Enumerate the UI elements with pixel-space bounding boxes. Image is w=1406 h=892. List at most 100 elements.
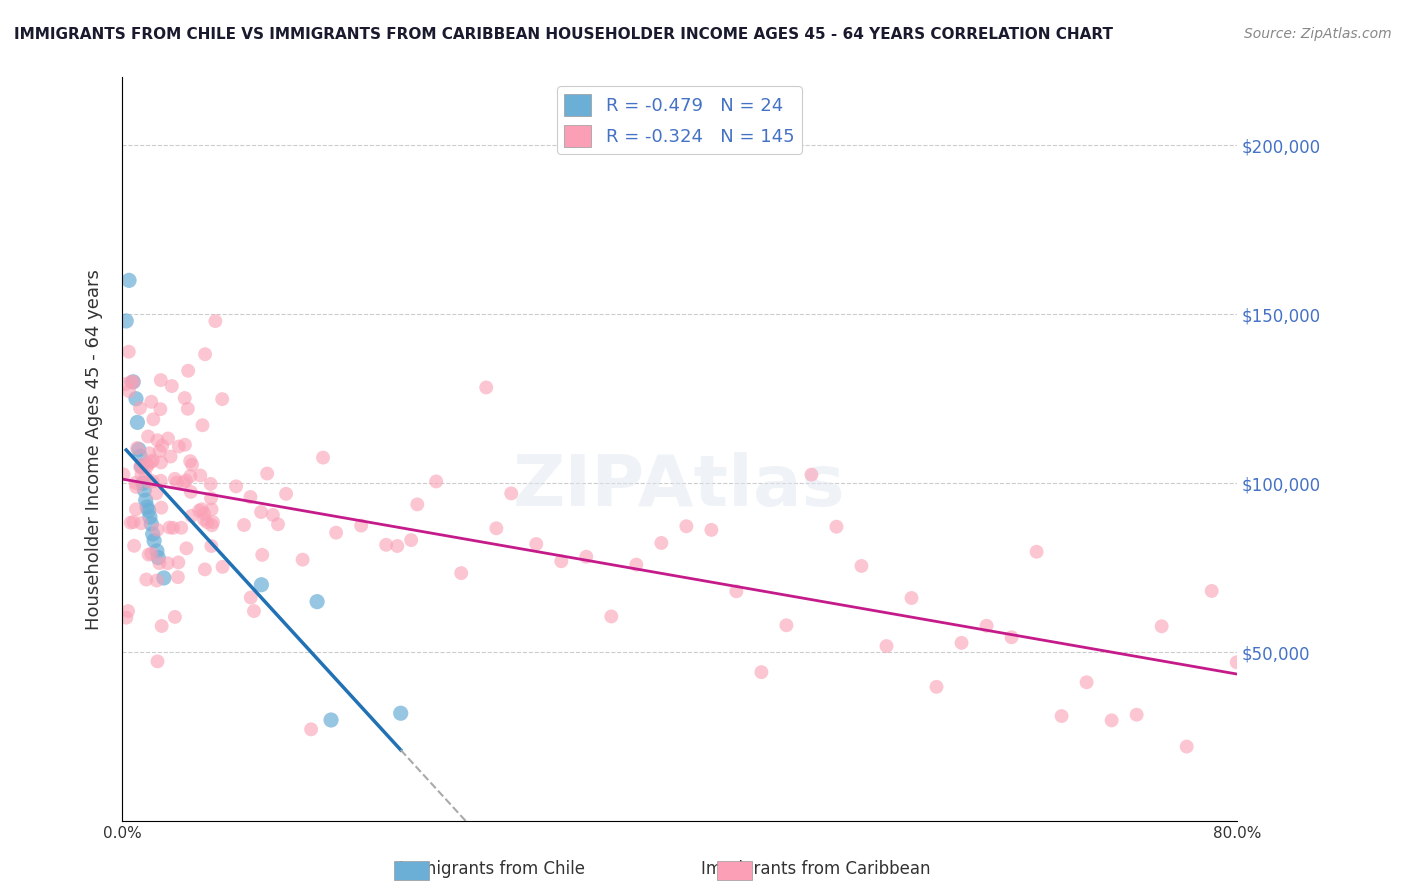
Point: [115, 610, 138, 624]
Point: [162, 521, 184, 535]
Point: [125, 392, 148, 406]
Point: [211, 560, 233, 574]
Point: [172, 475, 194, 490]
Point: [485, 521, 508, 535]
Point: [117, 604, 139, 618]
Point: [136, 458, 159, 472]
Point: [163, 472, 186, 486]
Point: [475, 380, 498, 394]
Point: [156, 556, 179, 570]
Point: [127, 441, 149, 455]
Point: [1076, 675, 1098, 690]
Point: [159, 520, 181, 534]
Point: [145, 574, 167, 588]
Point: [375, 538, 398, 552]
Point: [201, 518, 224, 533]
Point: [195, 515, 218, 529]
Point: [751, 665, 773, 680]
Text: ZIPAtlas: ZIPAtlas: [513, 452, 845, 521]
Point: [239, 490, 262, 504]
Point: [225, 479, 247, 493]
Point: [160, 379, 183, 393]
Point: [148, 550, 170, 565]
Point: [179, 469, 201, 483]
Point: [211, 392, 233, 406]
Point: [1125, 707, 1147, 722]
Point: [176, 541, 198, 556]
Text: Immigrants from Caribbean: Immigrants from Caribbean: [700, 860, 931, 878]
Point: [131, 458, 153, 472]
Point: [256, 467, 278, 481]
Point: [173, 391, 195, 405]
Point: [200, 477, 222, 491]
Point: [150, 455, 173, 469]
Point: [250, 505, 273, 519]
Point: [800, 467, 823, 482]
Point: [159, 450, 181, 464]
Point: [425, 475, 447, 489]
Point: [1201, 584, 1223, 599]
Point: [139, 510, 162, 524]
Point: [141, 394, 163, 409]
Point: [145, 486, 167, 500]
Point: [138, 475, 160, 489]
Point: [146, 654, 169, 668]
Point: [179, 454, 201, 468]
Point: [149, 402, 172, 417]
Point: [128, 442, 150, 457]
Point: [700, 523, 723, 537]
Point: [129, 460, 152, 475]
Point: [188, 468, 211, 483]
Point: [112, 467, 135, 482]
Point: [150, 439, 173, 453]
Point: [1050, 709, 1073, 723]
Point: [122, 539, 145, 553]
Point: [167, 570, 190, 584]
Point: [138, 446, 160, 460]
Legend: R = -0.479   N = 24, R = -0.324   N = 145: R = -0.479 N = 24, R = -0.324 N = 145: [557, 87, 801, 154]
Point: [115, 314, 138, 328]
Point: [626, 558, 648, 572]
Point: [200, 491, 222, 506]
Point: [142, 527, 165, 541]
Point: [167, 440, 190, 454]
Point: [122, 515, 145, 529]
Point: [650, 536, 672, 550]
Point: [188, 504, 211, 518]
Point: [1150, 619, 1173, 633]
Point: [252, 548, 274, 562]
Point: [267, 517, 290, 532]
Point: [204, 314, 226, 328]
Point: [146, 523, 169, 537]
Point: [149, 474, 172, 488]
Point: [125, 480, 148, 494]
Point: [1000, 630, 1022, 644]
Point: [291, 552, 314, 566]
Point: [262, 508, 284, 522]
Point: [142, 412, 165, 426]
Point: [1025, 545, 1047, 559]
Point: [146, 544, 169, 558]
Point: [142, 475, 165, 489]
Text: Source: ZipAtlas.com: Source: ZipAtlas.com: [1244, 27, 1392, 41]
Point: [122, 375, 145, 389]
Point: [166, 475, 188, 490]
Point: [194, 562, 217, 576]
Point: [725, 584, 748, 599]
Point: [239, 591, 262, 605]
Point: [851, 558, 873, 573]
Point: [142, 453, 165, 467]
Point: [950, 636, 973, 650]
Point: [136, 459, 159, 474]
Point: [167, 556, 190, 570]
Point: [118, 344, 141, 359]
Y-axis label: Householder Income Ages 45 - 64 years: Householder Income Ages 45 - 64 years: [86, 269, 103, 630]
Point: [775, 618, 797, 632]
Point: [194, 347, 217, 361]
Point: [138, 503, 160, 517]
Point: [307, 594, 329, 608]
Point: [250, 578, 273, 592]
Point: [181, 458, 204, 472]
Point: [180, 508, 202, 523]
Point: [200, 502, 222, 516]
